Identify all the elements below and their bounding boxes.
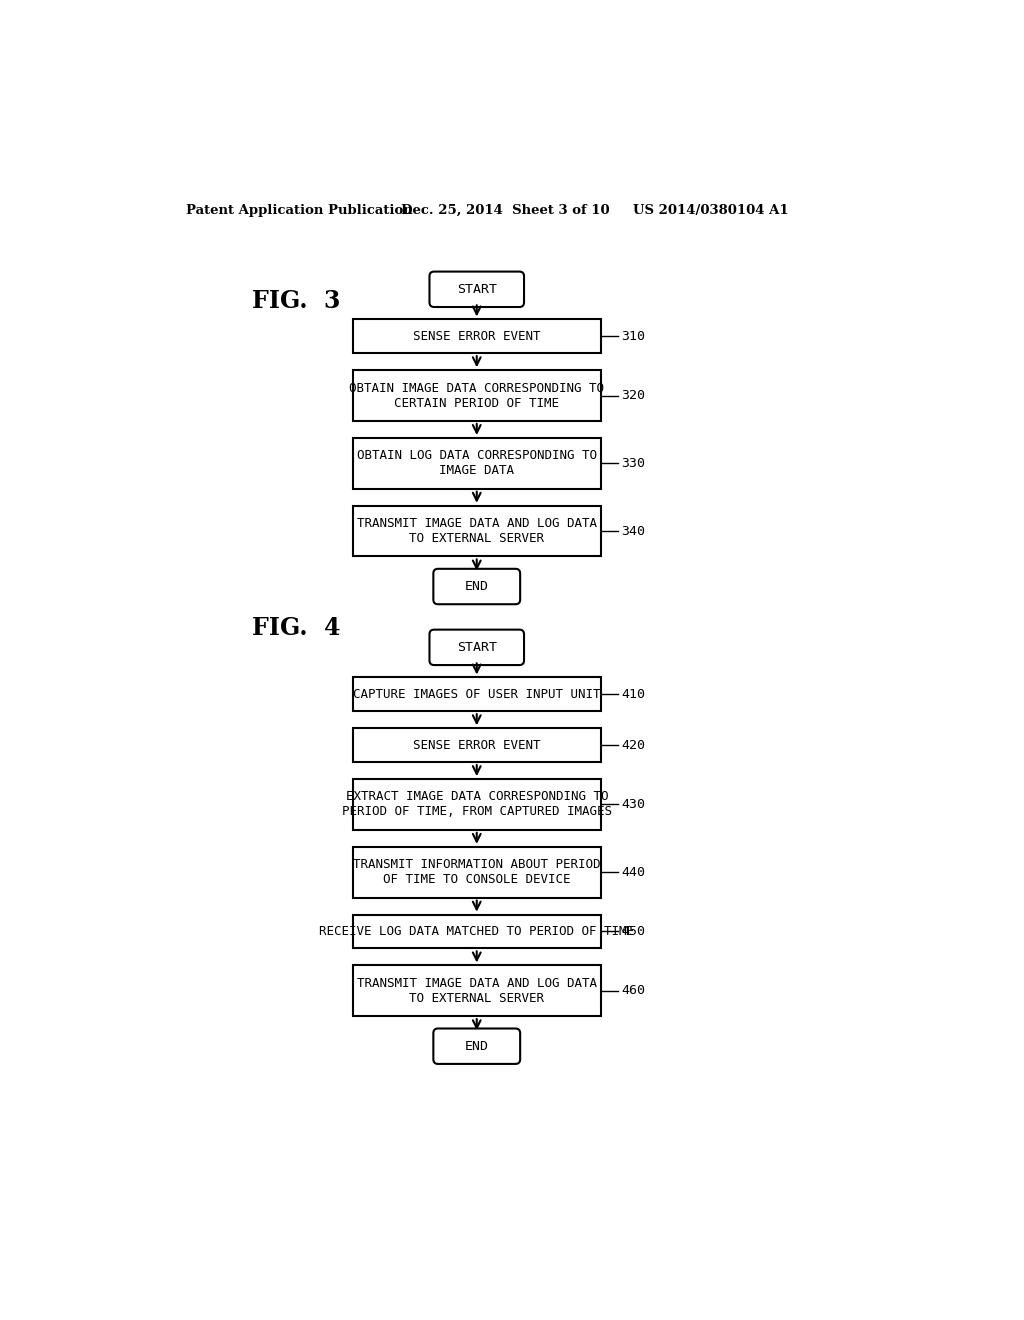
- Text: 420: 420: [621, 739, 645, 751]
- FancyBboxPatch shape: [352, 438, 601, 488]
- FancyBboxPatch shape: [352, 677, 601, 711]
- Text: Patent Application Publication: Patent Application Publication: [186, 205, 413, 218]
- Text: START: START: [457, 640, 497, 653]
- Text: START: START: [457, 282, 497, 296]
- Text: 310: 310: [621, 330, 645, 343]
- Text: END: END: [465, 579, 488, 593]
- Text: 440: 440: [621, 866, 645, 879]
- Text: EXTRACT IMAGE DATA CORRESPONDING TO
PERIOD OF TIME, FROM CAPTURED IMAGES: EXTRACT IMAGE DATA CORRESPONDING TO PERI…: [342, 791, 611, 818]
- Text: TRANSMIT IMAGE DATA AND LOG DATA
TO EXTERNAL SERVER: TRANSMIT IMAGE DATA AND LOG DATA TO EXTE…: [356, 517, 597, 545]
- Text: CAPTURE IMAGES OF USER INPUT UNIT: CAPTURE IMAGES OF USER INPUT UNIT: [353, 688, 600, 701]
- FancyBboxPatch shape: [429, 630, 524, 665]
- FancyBboxPatch shape: [352, 779, 601, 830]
- Text: OBTAIN IMAGE DATA CORRESPONDING TO
CERTAIN PERIOD OF TIME: OBTAIN IMAGE DATA CORRESPONDING TO CERTA…: [349, 381, 604, 409]
- FancyBboxPatch shape: [352, 319, 601, 354]
- Text: US 2014/0380104 A1: US 2014/0380104 A1: [633, 205, 788, 218]
- FancyBboxPatch shape: [352, 370, 601, 421]
- FancyBboxPatch shape: [429, 272, 524, 308]
- Text: SENSE ERROR EVENT: SENSE ERROR EVENT: [413, 330, 541, 343]
- Text: 430: 430: [621, 797, 645, 810]
- FancyBboxPatch shape: [433, 569, 520, 605]
- Text: 410: 410: [621, 688, 645, 701]
- Text: Dec. 25, 2014  Sheet 3 of 10: Dec. 25, 2014 Sheet 3 of 10: [400, 205, 609, 218]
- FancyBboxPatch shape: [352, 915, 601, 949]
- FancyBboxPatch shape: [352, 847, 601, 898]
- Text: TRANSMIT INFORMATION ABOUT PERIOD
OF TIME TO CONSOLE DEVICE: TRANSMIT INFORMATION ABOUT PERIOD OF TIM…: [353, 858, 600, 886]
- Text: 340: 340: [621, 524, 645, 537]
- FancyBboxPatch shape: [433, 1028, 520, 1064]
- FancyBboxPatch shape: [352, 729, 601, 762]
- FancyBboxPatch shape: [352, 506, 601, 557]
- Text: 330: 330: [621, 457, 645, 470]
- Text: OBTAIN LOG DATA CORRESPONDING TO
IMAGE DATA: OBTAIN LOG DATA CORRESPONDING TO IMAGE D…: [356, 449, 597, 478]
- Text: FIG.  3: FIG. 3: [252, 289, 340, 313]
- Text: 460: 460: [621, 985, 645, 998]
- Text: RECEIVE LOG DATA MATCHED TO PERIOD OF TIME: RECEIVE LOG DATA MATCHED TO PERIOD OF TI…: [319, 925, 634, 939]
- Text: FIG.  4: FIG. 4: [252, 616, 341, 640]
- Text: 450: 450: [621, 925, 645, 939]
- FancyBboxPatch shape: [352, 965, 601, 1016]
- Text: 320: 320: [621, 389, 645, 403]
- Text: SENSE ERROR EVENT: SENSE ERROR EVENT: [413, 739, 541, 751]
- Text: TRANSMIT IMAGE DATA AND LOG DATA
TO EXTERNAL SERVER: TRANSMIT IMAGE DATA AND LOG DATA TO EXTE…: [356, 977, 597, 1005]
- Text: END: END: [465, 1040, 488, 1053]
